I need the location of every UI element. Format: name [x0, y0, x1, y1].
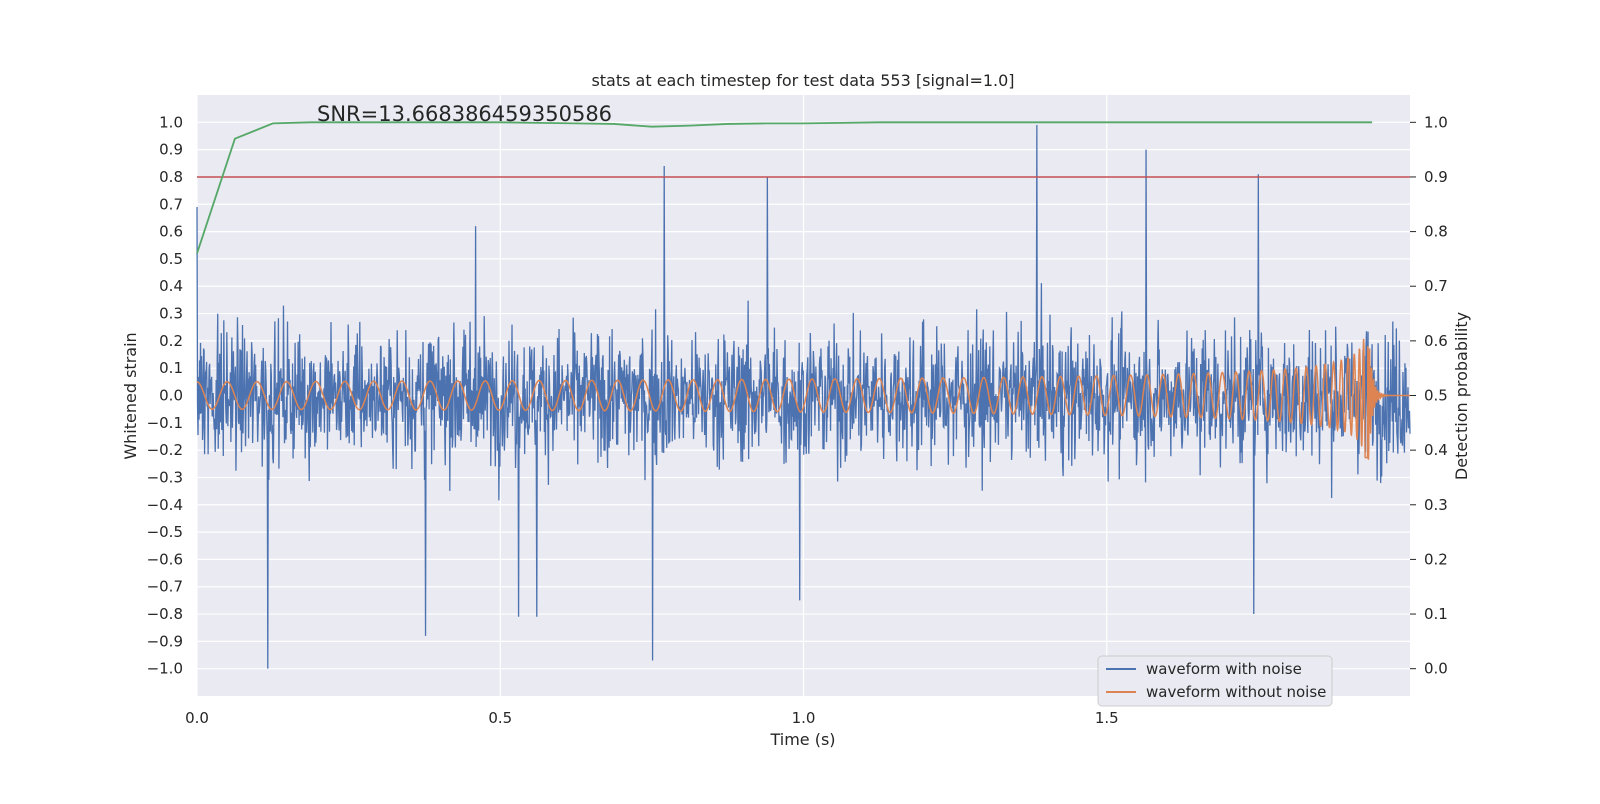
legend-label-noise: waveform with noise — [1146, 660, 1302, 678]
x-tick-label: 0.5 — [488, 709, 512, 727]
y-tick-label-right: 1.0 — [1424, 113, 1448, 131]
axis-layer: 0.0 0.5 1.0 1.5 1.0 0.9 0.8 0.7 0.6 0.5 0.4 0.3 0.2 0… — [147, 113, 1448, 727]
series-line-waveform-without-noise — [196, 338, 1410, 460]
legend: waveform with noise waveform without noi… — [1097, 655, 1333, 707]
detection-probability-line — [196, 121, 1373, 254]
y-tick-label-left: 0.9 — [159, 141, 183, 159]
y-tick-label-left: 1.0 — [159, 113, 183, 131]
y-tick-label-left: −0.6 — [147, 550, 183, 568]
y-tick-label-left: −0.2 — [147, 441, 183, 459]
y-tick-label-left: 0.7 — [159, 195, 183, 213]
y-tick-label-left: −0.4 — [147, 496, 183, 514]
y-axis-label-left: Whitened strain — [121, 332, 140, 459]
y-tick-label-right: 0.6 — [1424, 332, 1448, 350]
data-layer — [196, 121, 1411, 669]
y-tick-label-left: −0.1 — [147, 414, 183, 432]
y-tick-label-right: 0.3 — [1424, 496, 1448, 514]
chart-title: stats at each timestep for test data 553… — [591, 71, 1014, 90]
y-tick-label-right: 0.8 — [1424, 223, 1448, 241]
y-tick-label-right: 0.9 — [1424, 168, 1448, 186]
y-tick-label-left: 0.0 — [159, 387, 183, 405]
series-line-waveform-with-noise — [196, 125, 1411, 669]
y-tick-label-left: 0.4 — [159, 277, 183, 295]
legend-box — [1097, 655, 1333, 707]
y-tick-label-left: −0.5 — [147, 523, 183, 541]
legend-label-clean: waveform without noise — [1146, 683, 1326, 701]
y-tick-label-left: −0.7 — [147, 578, 183, 596]
x-axis-label: Time (s) — [769, 730, 835, 749]
y-tick-label-left: 0.5 — [159, 250, 183, 268]
snr-annotation: SNR=13.668386459350586 — [317, 102, 612, 126]
y-tick-label-right: 0.7 — [1424, 277, 1448, 295]
y-tick-label-right: 0.4 — [1424, 441, 1448, 459]
y-tick-label-left: 0.8 — [159, 168, 183, 186]
x-tick-label: 0.0 — [185, 709, 209, 727]
y-tick-label-left: −1.0 — [147, 660, 183, 678]
y-tick-label-left: 0.2 — [159, 332, 183, 350]
y-tick-label-right: 0.5 — [1424, 387, 1448, 405]
y-tick-label-right: 0.0 — [1424, 660, 1448, 678]
y-tick-label-right: 0.2 — [1424, 550, 1448, 568]
y-tick-label-left: −0.8 — [147, 605, 183, 623]
x-tick-label: 1.0 — [792, 709, 816, 727]
y-tick-label-left: 0.6 — [159, 223, 183, 241]
y-tick-label-left: 0.3 — [159, 305, 183, 323]
x-tick-label: 1.5 — [1095, 709, 1119, 727]
y-tick-label-left: 0.1 — [159, 359, 183, 377]
y-tick-label-left: −0.9 — [147, 632, 183, 650]
y-axis-label-right: Detection probability — [1452, 312, 1471, 480]
y-tick-label-left: −0.3 — [147, 468, 183, 486]
y-tick-label-right: 0.1 — [1424, 605, 1448, 623]
